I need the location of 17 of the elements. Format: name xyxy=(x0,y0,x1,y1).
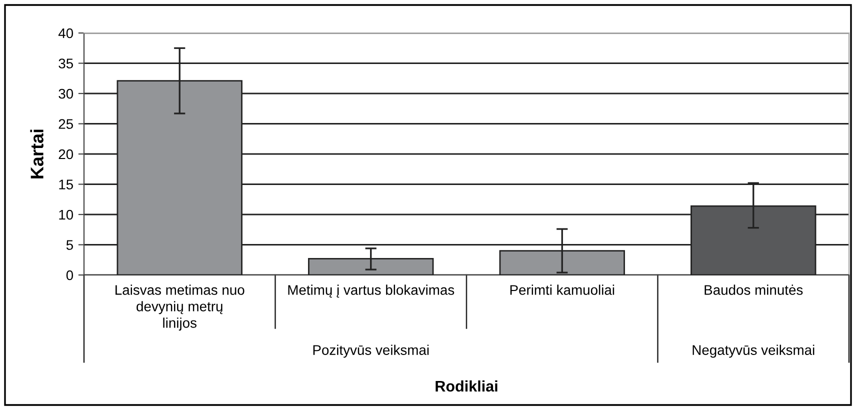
y-tick-label: 30 xyxy=(58,88,74,99)
y-tick-label: 5 xyxy=(66,240,73,250)
y-tick-label: 0 xyxy=(66,270,74,280)
y-tick-label: 25 xyxy=(58,119,74,129)
text: Negatyvūs veiksmai xyxy=(692,344,814,358)
y-tick-label: 15 xyxy=(59,180,74,190)
y-axis-title: Kartai xyxy=(30,130,44,178)
x-tick-label: Laisvas metimas nuo devynių metrų linijos xyxy=(116,284,244,331)
x-tick-label: Baudos minutės xyxy=(704,284,803,295)
x-tick-label: Perimti kamuoliai xyxy=(510,284,614,295)
y-tick-label: 40 xyxy=(58,28,74,38)
y-tick-label: 10 xyxy=(59,210,74,220)
y-tick-label: 20 xyxy=(58,149,74,160)
y-tick-label: 35 xyxy=(58,58,74,68)
x-axis-title: Rodikliai xyxy=(436,380,498,392)
text: Pozityvūs veiksmai xyxy=(313,344,429,358)
x-tick-label: Metimų į vartus blokavimas xyxy=(288,284,454,298)
